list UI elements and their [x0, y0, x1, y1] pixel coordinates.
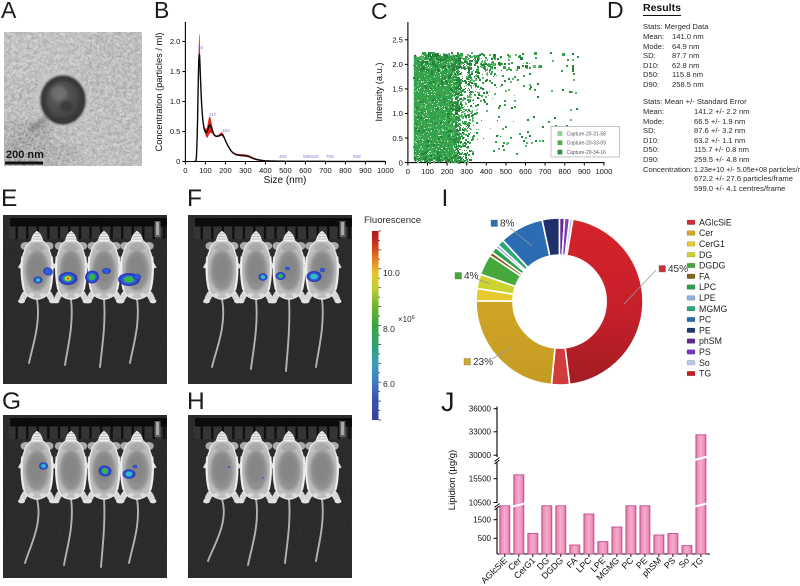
svg-text:0.5: 0.5 [170, 127, 181, 136]
svg-text:MGMG: MGMG [699, 304, 727, 314]
svg-text:×106: ×106 [398, 315, 415, 324]
svg-text:15500: 15500 [469, 475, 492, 484]
svg-text:100: 100 [421, 167, 434, 176]
svg-text:Lipidion (µg/g): Lipidion (µg/g) [447, 450, 458, 510]
svg-text:PE: PE [699, 325, 711, 335]
svg-text:200: 200 [219, 166, 232, 175]
svg-text:1.0: 1.0 [170, 97, 181, 106]
svg-text:DGDG: DGDG [699, 261, 726, 271]
svg-text:586: 586 [303, 154, 311, 159]
svg-text:838: 838 [353, 154, 361, 159]
svg-text:33000: 33000 [469, 428, 492, 437]
svg-text:200: 200 [441, 167, 454, 176]
svg-text:0: 0 [183, 166, 187, 175]
svg-text:30000: 30000 [469, 451, 492, 460]
svg-text:1.0: 1.0 [392, 109, 403, 118]
svg-text:183: 183 [222, 128, 230, 133]
svg-text:628: 628 [311, 154, 319, 159]
svg-text:10500: 10500 [469, 498, 492, 507]
svg-text:Capture-20-31-58: Capture-20-31-58 [567, 131, 607, 137]
svg-text:Cer: Cer [699, 228, 713, 238]
svg-text:AGlcSiE: AGlcSiE [479, 555, 509, 585]
svg-text:400: 400 [480, 167, 493, 176]
svg-text:TG: TG [699, 369, 711, 379]
svg-text:8.0: 8.0 [383, 324, 395, 334]
svg-text:1.5: 1.5 [392, 85, 403, 94]
svg-text:700: 700 [319, 166, 332, 175]
svg-text:900: 900 [359, 166, 372, 175]
svg-text:466: 466 [279, 154, 287, 159]
svg-text:LPC: LPC [699, 282, 717, 292]
svg-text:2.0: 2.0 [392, 60, 403, 69]
svg-text:AGlcSiE: AGlcSiE [699, 217, 732, 227]
svg-text:Size (nm): Size (nm) [264, 175, 307, 186]
svg-text:2.0: 2.0 [170, 37, 181, 46]
svg-text:CerG1: CerG1 [699, 239, 725, 249]
svg-text:FA: FA [699, 271, 710, 281]
svg-text:65: 65 [198, 45, 204, 50]
svg-text:45%: 45% [668, 264, 688, 275]
svg-text:TG: TG [690, 555, 706, 571]
svg-text:Intensity (a.u.): Intensity (a.u.) [374, 63, 384, 122]
svg-text:800: 800 [558, 167, 571, 176]
svg-text:23%: 23% [473, 357, 493, 368]
svg-text:0.5: 0.5 [392, 134, 403, 143]
svg-text:117: 117 [209, 112, 217, 117]
svg-text:8%: 8% [500, 219, 515, 230]
svg-text:6.0: 6.0 [383, 379, 395, 389]
svg-text:900: 900 [578, 167, 591, 176]
svg-text:0: 0 [176, 157, 180, 166]
svg-text:200 nm: 200 nm [6, 149, 44, 161]
svg-text:Capture-20-34-16: Capture-20-34-16 [567, 150, 607, 156]
svg-text:4%: 4% [464, 271, 479, 282]
svg-text:600: 600 [519, 167, 532, 176]
svg-text:0: 0 [406, 167, 410, 176]
svg-text:So: So [699, 358, 710, 368]
svg-text:600: 600 [299, 166, 312, 175]
svg-text:300: 300 [239, 166, 252, 175]
svg-text:So: So [677, 555, 692, 570]
svg-text:2.5: 2.5 [392, 36, 403, 45]
svg-text:700: 700 [539, 167, 552, 176]
svg-text:DG: DG [699, 250, 712, 260]
svg-text:PS: PS [662, 555, 677, 570]
svg-text:Concentration (particles / ml): Concentration (particles / ml) [154, 33, 164, 152]
svg-text:LPE: LPE [699, 293, 716, 303]
svg-text:500: 500 [500, 167, 513, 176]
svg-text:500: 500 [279, 166, 292, 175]
svg-text:100: 100 [199, 166, 212, 175]
svg-text:10.0: 10.0 [383, 268, 400, 278]
svg-text:0: 0 [399, 158, 403, 167]
svg-text:1000: 1000 [377, 166, 394, 175]
svg-text:300: 300 [460, 167, 473, 176]
svg-text:705: 705 [326, 154, 334, 159]
svg-text:36000: 36000 [469, 405, 492, 414]
svg-text:PC: PC [699, 315, 712, 325]
svg-text:Capture-20-33-09: Capture-20-33-09 [567, 141, 607, 147]
svg-text:1.5: 1.5 [170, 67, 181, 76]
svg-text:PS: PS [699, 347, 711, 357]
svg-text:Fluorescence: Fluorescence [364, 215, 421, 226]
svg-text:1000: 1000 [595, 167, 612, 176]
svg-text:phSM: phSM [699, 336, 722, 346]
svg-text:800: 800 [339, 166, 352, 175]
svg-text:1500: 1500 [473, 516, 491, 525]
svg-text:400: 400 [259, 166, 272, 175]
svg-text:500: 500 [478, 534, 492, 543]
